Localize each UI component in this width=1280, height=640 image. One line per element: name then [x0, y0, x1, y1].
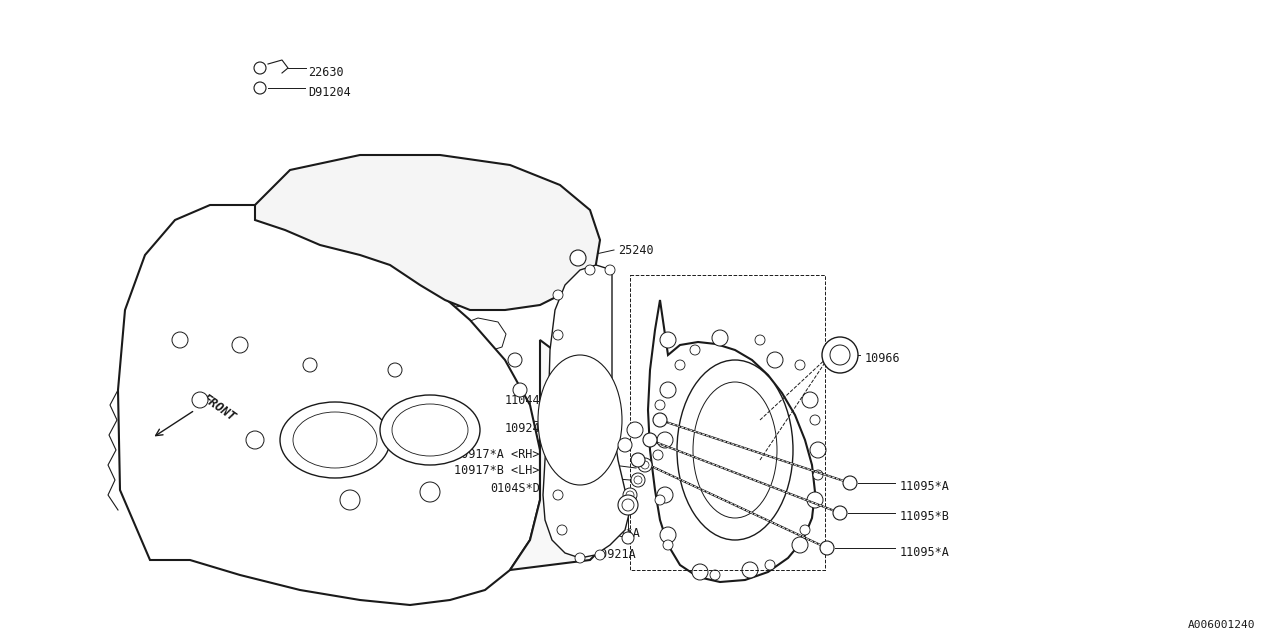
Text: 10966: 10966 — [865, 353, 901, 365]
Ellipse shape — [380, 395, 480, 465]
Circle shape — [800, 525, 810, 535]
Ellipse shape — [280, 402, 390, 478]
Circle shape — [653, 413, 667, 427]
Circle shape — [420, 482, 440, 502]
Circle shape — [712, 330, 728, 346]
Text: 25240: 25240 — [618, 243, 654, 257]
Circle shape — [192, 392, 207, 408]
Text: A006001240: A006001240 — [1188, 620, 1254, 630]
Circle shape — [810, 442, 826, 458]
Circle shape — [553, 415, 563, 425]
Circle shape — [340, 490, 360, 510]
Ellipse shape — [538, 355, 622, 485]
Circle shape — [618, 495, 637, 515]
Circle shape — [253, 62, 266, 74]
Circle shape — [710, 570, 719, 580]
Circle shape — [820, 541, 835, 555]
Circle shape — [655, 400, 666, 410]
Circle shape — [792, 537, 808, 553]
Circle shape — [643, 433, 657, 447]
Ellipse shape — [692, 382, 777, 518]
Circle shape — [675, 360, 685, 370]
Circle shape — [844, 476, 858, 490]
Circle shape — [755, 335, 765, 345]
Text: 11044: 11044 — [504, 394, 540, 406]
Circle shape — [618, 438, 632, 452]
Circle shape — [303, 358, 317, 372]
Circle shape — [690, 345, 700, 355]
Circle shape — [634, 476, 643, 484]
Circle shape — [585, 265, 595, 275]
Circle shape — [626, 491, 634, 499]
Ellipse shape — [677, 360, 794, 540]
Circle shape — [595, 550, 605, 560]
Circle shape — [655, 495, 666, 505]
Circle shape — [622, 499, 634, 511]
Text: 0104S*D: 0104S*D — [490, 481, 540, 495]
Circle shape — [553, 290, 563, 300]
Circle shape — [657, 487, 673, 503]
Text: 10917*A <RH>: 10917*A <RH> — [454, 447, 540, 461]
Circle shape — [553, 455, 563, 465]
Text: 10921A: 10921A — [594, 548, 636, 561]
Text: 22630: 22630 — [308, 65, 343, 79]
Circle shape — [795, 360, 805, 370]
Ellipse shape — [293, 412, 378, 468]
Text: 10924: 10924 — [504, 422, 540, 435]
Text: 10917*B <LH>: 10917*B <LH> — [454, 465, 540, 477]
Circle shape — [742, 562, 758, 578]
Polygon shape — [509, 340, 620, 570]
Circle shape — [508, 353, 522, 367]
Circle shape — [513, 383, 527, 397]
Circle shape — [631, 473, 645, 487]
Circle shape — [172, 332, 188, 348]
Circle shape — [829, 345, 850, 365]
Circle shape — [575, 553, 585, 563]
Ellipse shape — [392, 404, 468, 456]
Text: D91204: D91204 — [308, 86, 351, 99]
Circle shape — [637, 458, 652, 472]
Circle shape — [765, 560, 774, 570]
Circle shape — [388, 363, 402, 377]
Circle shape — [553, 490, 563, 500]
Circle shape — [806, 492, 823, 508]
Circle shape — [653, 450, 663, 460]
Circle shape — [605, 265, 614, 275]
Polygon shape — [255, 155, 600, 310]
Text: FRONT: FRONT — [200, 392, 238, 424]
Circle shape — [553, 330, 563, 340]
Circle shape — [631, 453, 645, 467]
Circle shape — [833, 506, 847, 520]
Text: 0104S*A: 0104S*A — [590, 527, 640, 540]
Text: 11095*A: 11095*A — [900, 481, 950, 493]
Circle shape — [622, 532, 634, 544]
Circle shape — [232, 337, 248, 353]
Circle shape — [660, 332, 676, 348]
Circle shape — [641, 461, 649, 469]
Circle shape — [692, 564, 708, 580]
Text: 11095*A: 11095*A — [900, 545, 950, 559]
Circle shape — [663, 540, 673, 550]
Circle shape — [822, 337, 858, 373]
Polygon shape — [648, 300, 815, 582]
Circle shape — [553, 375, 563, 385]
Circle shape — [657, 432, 673, 448]
Circle shape — [660, 382, 676, 398]
Text: 11095*B: 11095*B — [900, 511, 950, 524]
Circle shape — [253, 82, 266, 94]
Circle shape — [660, 527, 676, 543]
Circle shape — [557, 525, 567, 535]
Circle shape — [813, 470, 823, 480]
Circle shape — [767, 352, 783, 368]
Circle shape — [623, 488, 637, 502]
Polygon shape — [118, 205, 540, 605]
Circle shape — [246, 431, 264, 449]
Circle shape — [803, 392, 818, 408]
Circle shape — [570, 250, 586, 266]
Circle shape — [810, 415, 820, 425]
Circle shape — [627, 422, 643, 438]
Polygon shape — [543, 265, 630, 558]
